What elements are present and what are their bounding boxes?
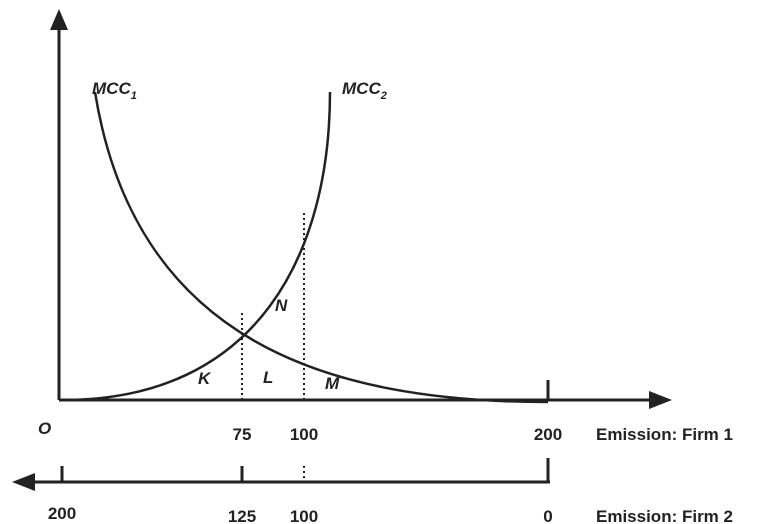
firm2-tick-label-125: 125 bbox=[228, 507, 256, 524]
mcc2-label: MCC2 bbox=[342, 79, 387, 102]
region-n-label: N bbox=[275, 296, 288, 315]
mcc1-label: MCC1 bbox=[92, 79, 137, 102]
firm1-tick-label-200: 200 bbox=[534, 425, 562, 444]
firm1-tick-label-75: 75 bbox=[233, 425, 252, 444]
firm2-tick-label-200: 200 bbox=[48, 504, 76, 523]
firm1-tick-label-100: 100 bbox=[290, 425, 318, 444]
origin-label: O bbox=[38, 419, 51, 438]
firm2-tick-label-100: 100 bbox=[290, 507, 318, 524]
firm1-axis-title: Emission: Firm 1 bbox=[596, 425, 733, 444]
region-m-label: M bbox=[325, 374, 340, 393]
mcc2-curve bbox=[58, 91, 332, 402]
horizontal-axis-firm1-arrow bbox=[649, 391, 672, 409]
region-k-label: K bbox=[198, 369, 212, 388]
mcc1-curve bbox=[93, 91, 549, 404]
region-l-label: L bbox=[263, 368, 273, 387]
horizontal-axis-firm2-arrow bbox=[12, 473, 35, 491]
firm2-tick-label-0: 0 bbox=[543, 507, 552, 524]
firm2-axis-title: Emission: Firm 2 bbox=[596, 507, 733, 524]
vertical-axis-arrow bbox=[50, 9, 68, 30]
